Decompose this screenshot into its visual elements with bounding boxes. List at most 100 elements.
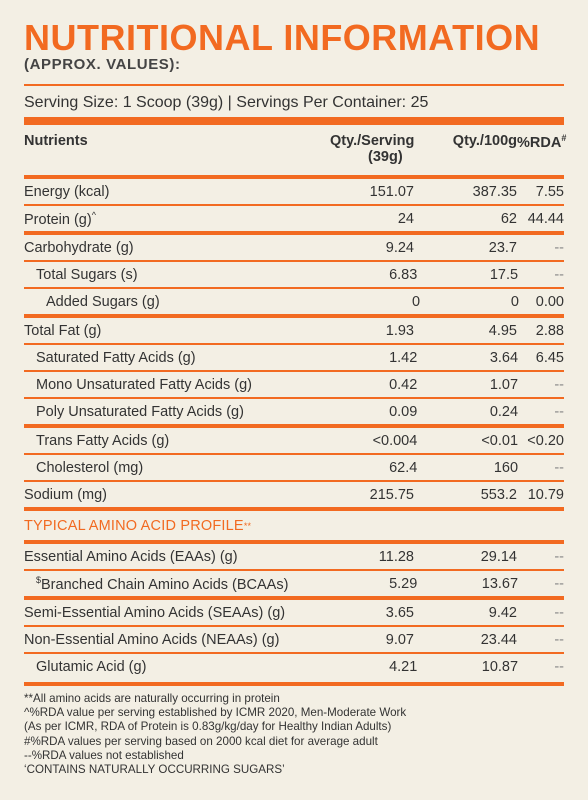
rda-value: -- [554,658,564,675]
nutrient-name: Semi-Essential Amino Acids (SEAAs) (g) [24,604,286,621]
divider [24,540,564,544]
qty-per-100g: 0.24 [489,403,519,420]
table-row: $Branched Chain Amino Acids (BCAAs) 5.29 1… [24,571,564,596]
qty-per-100g: 10.87 [481,658,519,675]
nutrient-rows: Energy (kcal) 151.07 387.35 7.55 Protein (g)… [24,179,564,511]
table-row: Protein (g)^ 24 62 44.44 [24,206,564,231]
divider [24,507,564,511]
nutrient-name: Saturated Fatty Acids (g) [36,349,196,366]
qty-per-serving: 6.83 [389,266,418,283]
nutrient-name: Cholesterol (mg) [36,459,144,476]
rda-value: -- [554,604,564,621]
qty-per-100g: 387.35 [472,183,517,200]
divider [24,652,564,654]
nutrient-name: Glutamic Acid (g) [36,658,147,675]
divider [24,260,564,262]
qty-per-serving: 1.93 [385,322,414,339]
qty-per-100g: 13.67 [481,575,519,592]
qty-per-100g: 4.95 [488,322,517,339]
nutrient-name: Total Fat (g) [24,322,102,339]
qty-per-serving: 0 [412,293,421,310]
nutrient-name: Trans Fatty Acids (g) [36,432,170,449]
table-row: Total Fat (g) 1.93 4.95 2.88 [24,318,564,343]
nutrient-name: $Branched Chain Amino Acids (BCAAs) [36,574,289,593]
qty-per-serving: 151.07 [369,183,414,200]
col-per-100g: Qty./100g [452,133,517,149]
qty-per-100g: 62 [500,210,517,227]
rda-value: <0.20 [527,432,564,449]
rda-value: -- [554,459,564,476]
table-row: Poly Unsaturated Fatty Acids (g) 0.09 0.24… [24,399,564,424]
qty-per-100g: 3.64 [489,349,519,366]
divider [24,231,564,235]
nutrient-name: Mono Unsaturated Fatty Acids (g) [36,376,252,393]
footnotes: **All amino acids are naturally occurrin… [24,692,564,777]
qty-per-serving: 62.4 [389,459,418,476]
qty-per-serving: 3.65 [385,604,414,621]
nutrient-name: Non-Essential Amino Acids (NEAAs) (g) [24,631,280,648]
qty-per-serving: 215.75 [369,486,414,503]
footnote: (As per ICMR, RDA of Protein is 0.83g/kg… [24,720,392,734]
table-row: Added Sugars (g) 0 0 0.00 [24,289,564,314]
qty-per-serving: 4.21 [389,658,418,675]
rda-value: 6.45 [535,349,564,366]
qty-per-100g: 160 [493,459,519,476]
qty-per-serving: 0.42 [389,376,418,393]
qty-per-100g: 0 [510,293,519,310]
nutrient-name: Carbohydrate (g) [24,239,134,256]
divider [24,175,564,179]
table-header: Nutrients Qty./Serving (39g) Qty./100g %… [24,125,566,175]
divider [24,343,564,345]
rda-value: -- [554,266,564,283]
divider [24,682,564,686]
divider [24,314,564,318]
table-row: Cholesterol (mg) 62.4 160 -- [24,455,564,480]
approx-values-subtitle: (APPROX. VALUES): [24,56,181,73]
qty-per-100g: 9.42 [488,604,517,621]
rda-value: -- [554,548,564,565]
rda-value: 2.88 [535,322,564,339]
footnote: ‘CONTAINS NATURALLY OCCURRING SUGARS’ [24,763,285,777]
qty-per-serving: 24 [397,210,414,227]
nutrient-name: Poly Unsaturated Fatty Acids (g) [36,403,244,420]
footnote: --%RDA values not established [24,748,184,762]
rda-value: -- [554,575,564,592]
col-per-serving: Qty./Serving (39g) [330,133,415,165]
nutrient-name: Essential Amino Acids (EAAs) (g) [24,548,238,565]
rda-value: 10.79 [527,486,564,503]
divider [24,204,564,206]
rda-value: -- [554,631,564,648]
divider [24,453,564,455]
table-row: Trans Fatty Acids (g) <0.004 <0.01 <0.20 [24,428,564,453]
table-row: Semi-Essential Amino Acids (SEAAs) (g) 3.… [24,600,564,625]
qty-per-serving: 11.28 [378,548,414,565]
header-bar [24,117,564,125]
divider [24,287,564,289]
amino-rows: Essential Amino Acids (EAAs) (g) 11.28 29.… [24,544,564,679]
rda-value: -- [554,403,564,420]
qty-per-serving: 9.07 [385,631,414,648]
footnote: **All amino acids are naturally occurrin… [24,692,280,705]
table-row: Mono Unsaturated Fatty Acids (g) 0.42 1.07… [24,372,564,397]
table-row: Non-Essential Amino Acids (NEAAs) (g) 9.0… [24,627,564,652]
divider [24,480,564,482]
amino-section-title: TYPICAL AMINO ACID PROFILE ** [24,517,252,534]
qty-per-100g: 23.7 [488,239,517,256]
table-row: Essential Amino Acids (EAAs) (g) 11.28 29.… [24,544,564,569]
table-row: Saturated Fatty Acids (g) 1.42 3.64 6.45 [24,345,564,370]
qty-per-serving: 0.09 [389,403,418,420]
footnote: #%RDA values per serving based on 2000 k… [24,734,378,748]
divider [24,424,564,428]
nutrient-name: Total Sugars (s) [36,266,138,283]
divider [24,569,564,571]
qty-per-100g: 29.14 [480,548,517,565]
page-title: NUTRITIONAL INFORMATION [24,17,541,58]
table-row: Sodium (mg) 215.75 553.2 10.79 [24,482,564,507]
table-row: Glutamic Acid (g) 4.21 10.87 -- [24,654,564,679]
qty-per-100g: <0.01 [481,432,519,449]
nutrient-name: Energy (kcal) [24,183,110,200]
divider [24,625,564,627]
qty-per-100g: 553.2 [480,486,517,503]
rda-value: 44.44 [527,210,564,227]
divider [24,370,564,372]
